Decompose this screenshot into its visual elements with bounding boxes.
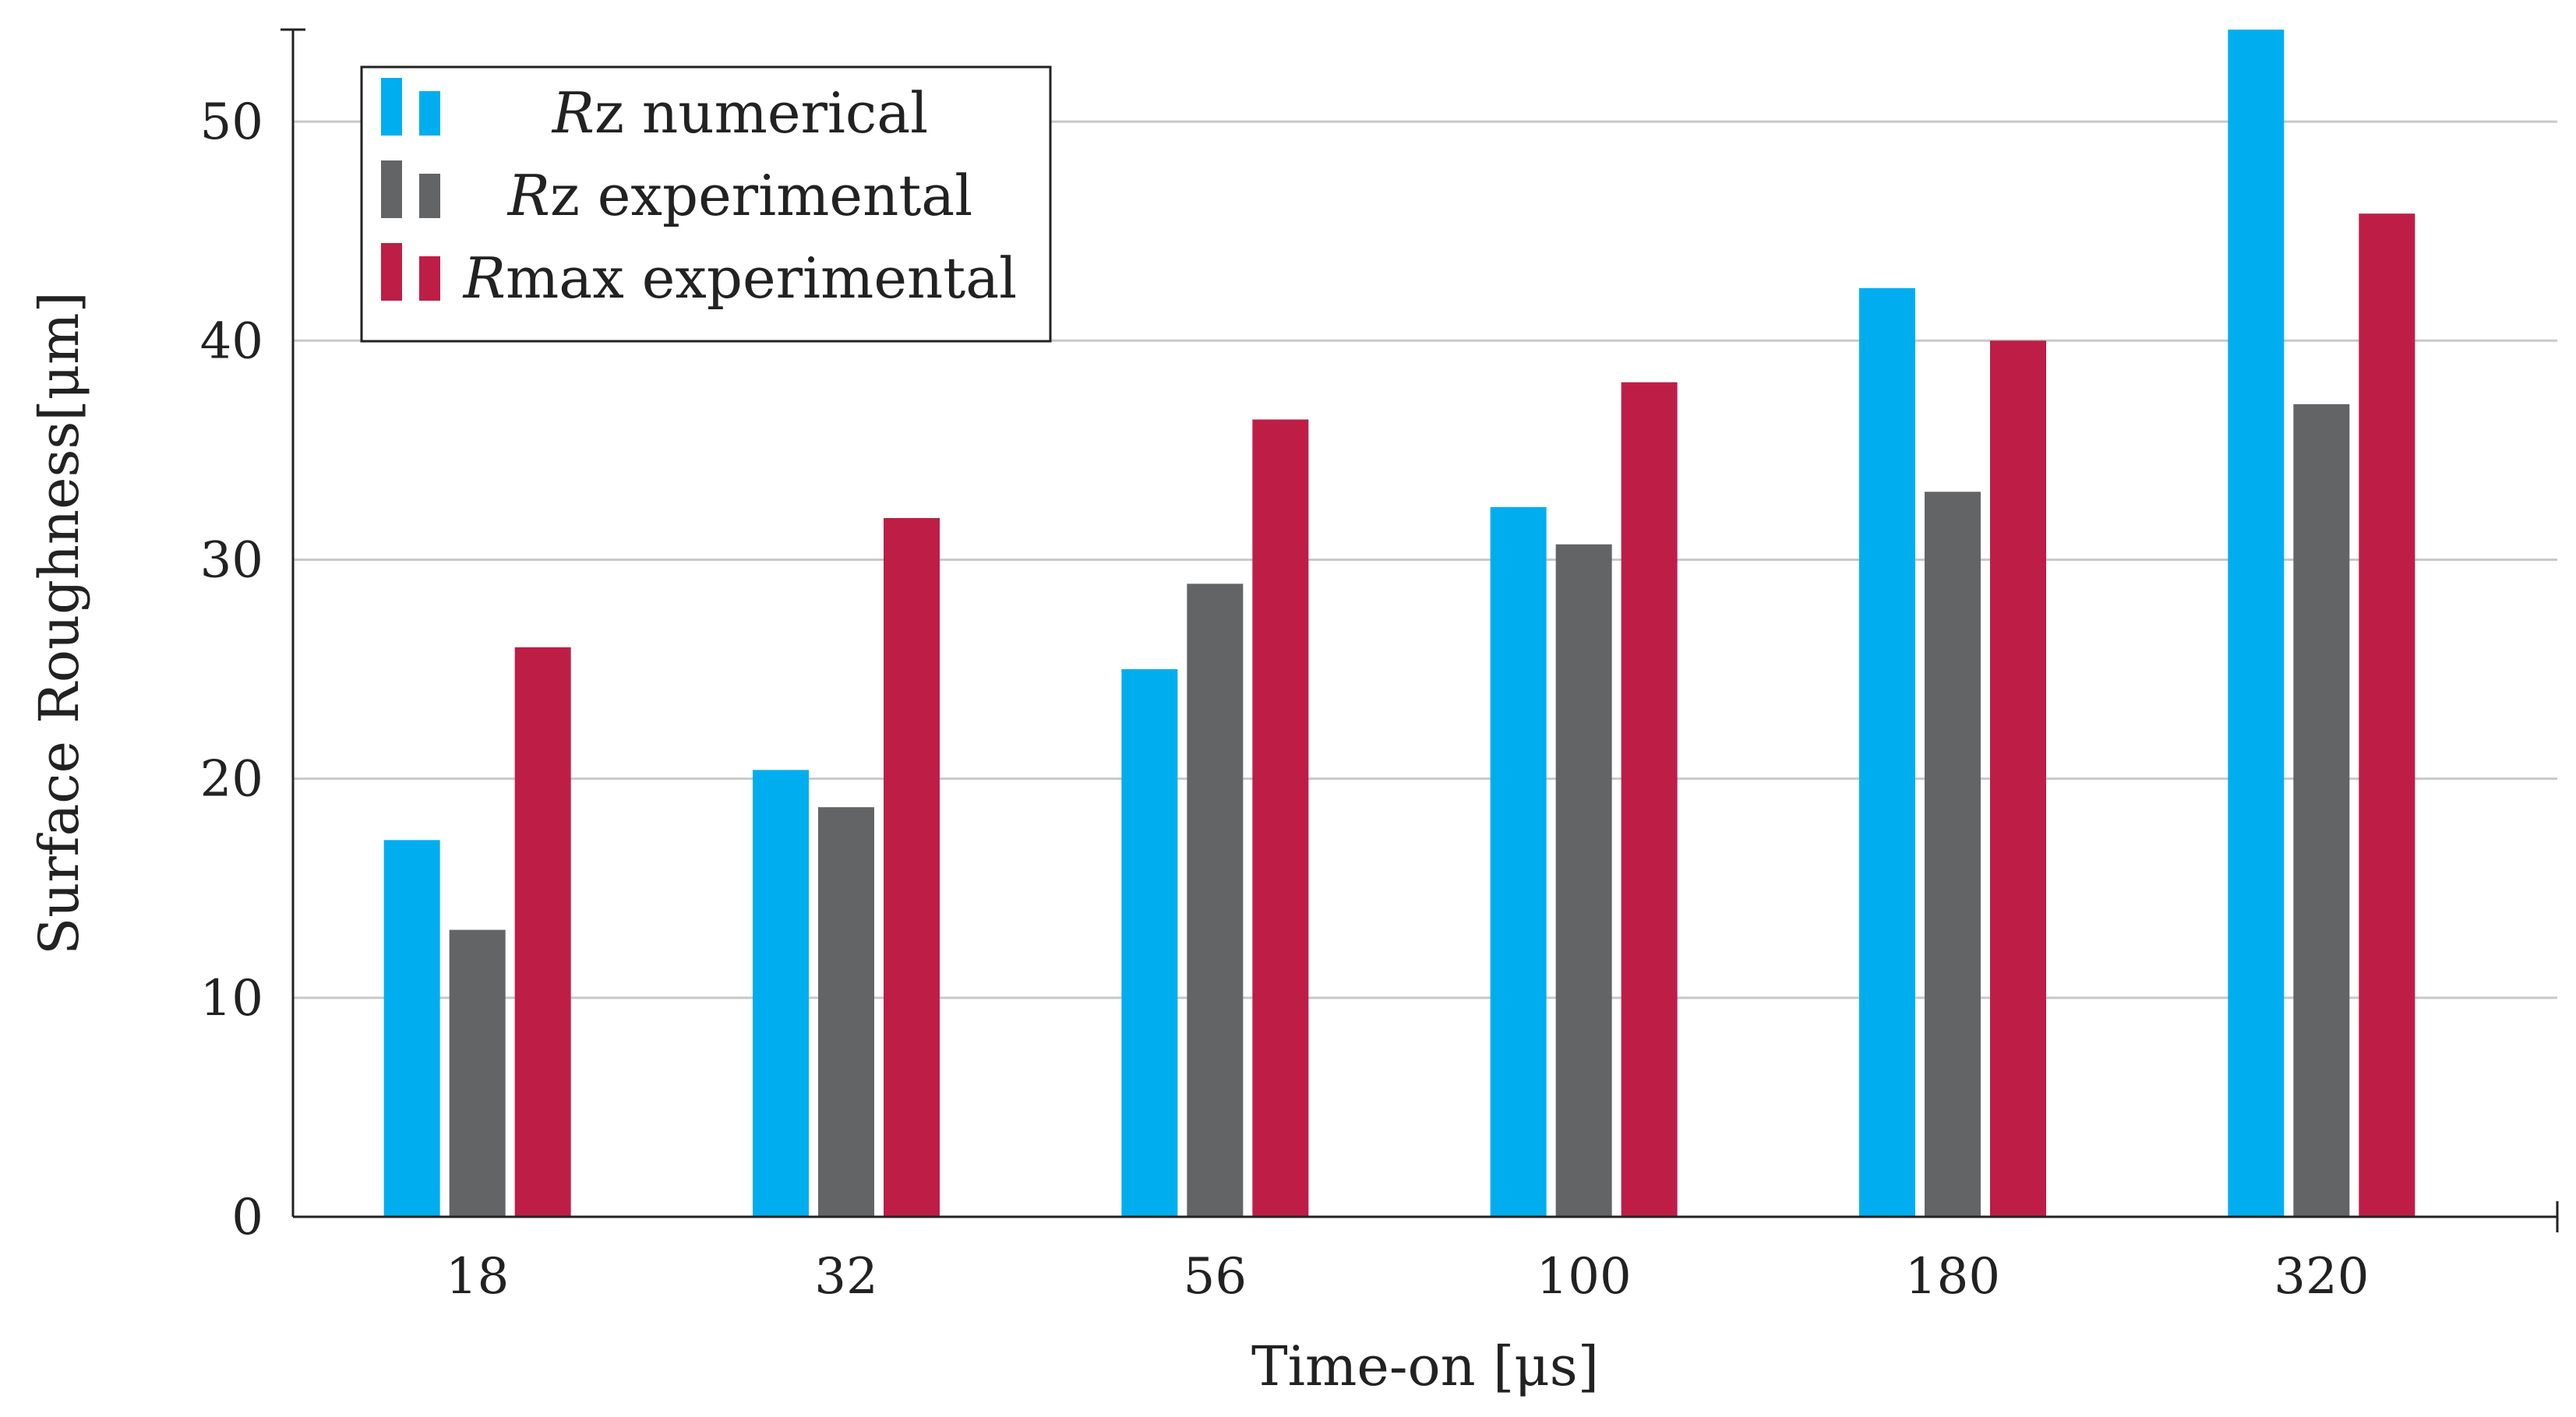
bars	[383, 30, 2415, 1218]
legend-swatch	[419, 91, 440, 136]
bar	[1859, 287, 1915, 1218]
y-tick-labels: 0 10 20 30 40 50	[200, 93, 263, 1246]
y-tick-label: 20	[200, 751, 263, 809]
x-tick-label: 32	[814, 1248, 877, 1306]
y-tick-label: 0	[231, 1189, 263, 1246]
bar	[753, 770, 809, 1217]
legend-box	[360, 65, 1052, 343]
bar	[2359, 213, 2415, 1217]
bar	[818, 807, 874, 1217]
y-tick-label: 50	[200, 93, 263, 151]
bar	[2228, 30, 2285, 1217]
bar	[383, 840, 440, 1217]
y-tick-label: 40	[200, 312, 263, 370]
bar	[1252, 419, 1309, 1217]
legend-swatch	[381, 78, 402, 136]
bar	[1555, 544, 1612, 1217]
bar	[884, 518, 940, 1217]
bar	[1121, 669, 1178, 1217]
legend: Rz numerical Rz experimental Rmax experime…	[360, 65, 1052, 343]
x-tick-label: 56	[1184, 1248, 1247, 1306]
legend-label: Rmax experimental	[462, 245, 1017, 311]
bar	[1621, 382, 1678, 1217]
bar	[514, 647, 571, 1217]
x-tick-label: 18	[446, 1248, 509, 1306]
legend-swatch	[381, 243, 402, 301]
x-tick-labels: 18 32 56 100 180 320	[446, 1248, 2369, 1306]
x-tick-label: 320	[2274, 1248, 2369, 1306]
bar	[1925, 492, 1981, 1217]
x-tick-label: 180	[1905, 1248, 2000, 1306]
legend-label: Rz experimental	[506, 163, 973, 228]
y-tick-label: 10	[200, 970, 263, 1028]
x-axis-title: Time-on [μs]	[1251, 1334, 1599, 1398]
legend-swatch	[419, 174, 440, 218]
legend-swatch	[381, 160, 402, 218]
bar	[2293, 404, 2350, 1217]
bar	[1490, 506, 1547, 1217]
axes	[281, 28, 2559, 1232]
bar	[1990, 340, 2046, 1218]
legend-label: Rz numerical	[551, 80, 928, 146]
legend-swatch	[419, 256, 440, 301]
bar	[449, 929, 506, 1217]
x-tick-label: 100	[1537, 1248, 1632, 1306]
y-tick-label: 30	[200, 531, 263, 589]
y-axis-title: Surface Roughness[μm]	[27, 291, 91, 955]
bar	[1187, 583, 1244, 1217]
